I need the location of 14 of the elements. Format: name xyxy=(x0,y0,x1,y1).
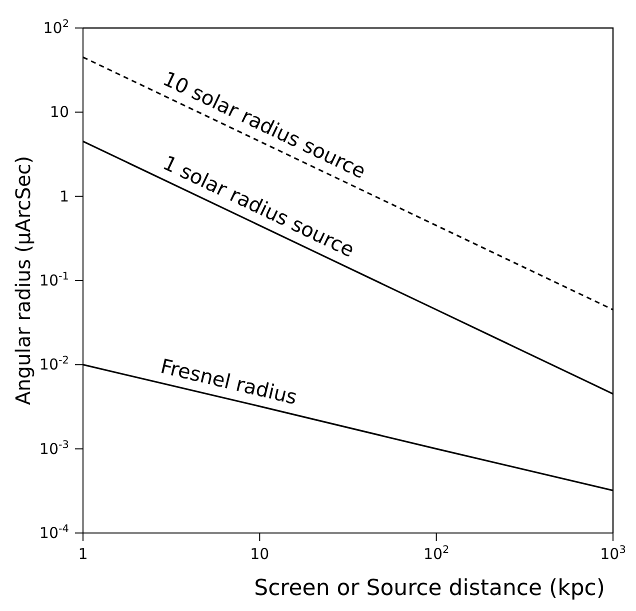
y-tick-label: 1 xyxy=(59,187,69,206)
x-tick-label: 10 xyxy=(250,545,270,563)
x-axis-title: Screen or Source distance (kpc) xyxy=(254,576,605,601)
x-tick-label: 1 xyxy=(78,545,88,563)
y-tick-label: 10$^{2}$ xyxy=(43,18,69,37)
y-axis-title: Angular radius (μArcSec) xyxy=(11,156,36,406)
y-tick-label: 10$^{-4}$ xyxy=(39,523,70,542)
y-tick-label: 10 xyxy=(50,103,69,122)
y-tick-label: 10$^{-1}$ xyxy=(39,270,69,290)
x-tick-label: 10$^{2}$ xyxy=(423,544,450,563)
text: Fresnel radius xyxy=(158,354,300,410)
x-tick-label: 10$^{3}$ xyxy=(600,544,626,563)
y-tick-label: 10$^{-2}$ xyxy=(39,354,69,374)
y-tick-label: 10$^{-3}$ xyxy=(39,438,69,458)
